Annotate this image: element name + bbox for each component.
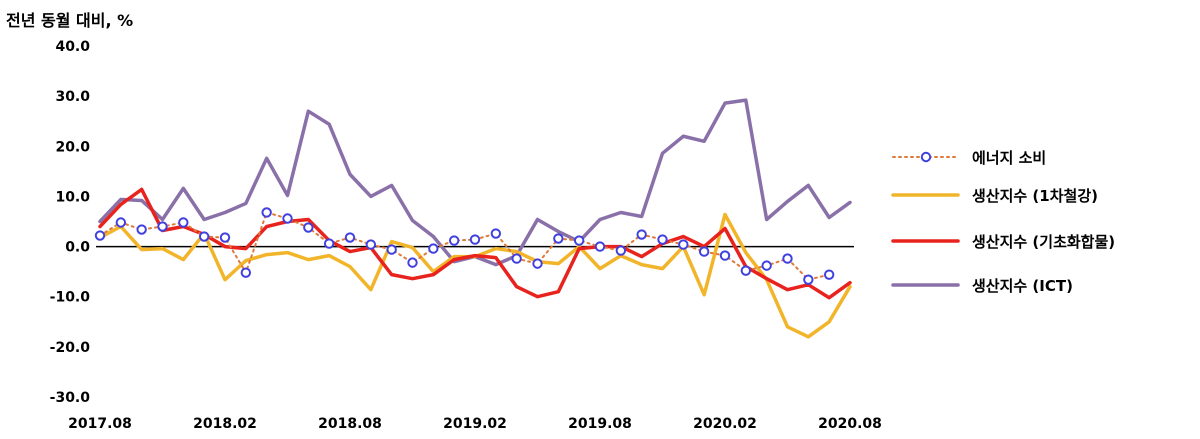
legend-label: 생산지수 (1차철강)	[972, 187, 1098, 205]
data-point-marker	[94, 230, 106, 241]
data-point-marker	[198, 231, 210, 242]
x-tick-label: 2020.02	[693, 416, 757, 432]
y-axis-ticks: 40.0 30.0 20.0 10.0 0.0 -10.0 -20.0 -30.0	[50, 39, 91, 406]
y-tick-label: 0.0	[65, 240, 90, 256]
y-tick-label: -30.0	[50, 390, 91, 406]
series-group	[94, 98, 852, 339]
data-point-marker	[678, 239, 689, 250]
x-tick-label: 2017.08	[68, 416, 132, 432]
x-axis-ticks: 2017.08 2018.02 2018.08 2019.02 2019.08 2020.…	[68, 416, 882, 432]
data-point-marker	[240, 267, 252, 278]
data-point-marker	[782, 253, 793, 264]
data-point-marker	[657, 234, 668, 245]
data-point-marker	[719, 250, 731, 261]
x-tick-label: 2019.08	[568, 416, 632, 432]
y-axis-label: 전년 동월 대비, %	[6, 11, 133, 30]
x-tick-label: 2020.08	[818, 416, 882, 432]
y-tick-label: -20.0	[50, 340, 91, 356]
data-point-marker	[469, 234, 481, 245]
data-point-marker	[178, 217, 189, 228]
data-point-marker	[803, 274, 814, 285]
data-point-marker	[323, 238, 335, 249]
legend-label: 에너지 소비	[972, 149, 1046, 167]
series-line-2	[98, 187, 852, 300]
data-point-marker	[344, 232, 356, 243]
data-point-marker	[553, 233, 564, 244]
data-point-marker	[761, 260, 772, 271]
data-point-marker	[115, 217, 127, 228]
series-line-1	[98, 212, 852, 339]
data-point-marker	[219, 232, 231, 243]
y-tick-label: 20.0	[55, 139, 90, 155]
data-point-marker	[136, 224, 147, 235]
data-point-marker	[157, 221, 168, 232]
legend-label: 생산지수 (기초화합물)	[972, 233, 1115, 251]
data-point-marker	[615, 245, 627, 256]
data-point-marker	[282, 213, 293, 224]
legend-label: 생산지수 (ICT)	[972, 277, 1073, 295]
data-point-marker	[740, 265, 752, 276]
data-point-marker	[365, 239, 377, 250]
x-tick-label: 2018.08	[318, 416, 382, 432]
y-tick-label: 10.0	[55, 189, 90, 205]
data-point-marker	[448, 235, 460, 246]
y-tick-label: 40.0	[55, 39, 90, 55]
data-point-marker	[386, 244, 397, 255]
x-tick-label: 2018.02	[193, 416, 257, 432]
x-tick-label: 2019.02	[443, 416, 507, 432]
data-point-marker	[303, 222, 314, 233]
data-point-marker	[428, 243, 439, 254]
data-point-marker	[407, 257, 418, 268]
y-tick-label: -10.0	[50, 290, 91, 306]
data-point-marker	[490, 228, 502, 239]
y-tick-label: 30.0	[55, 89, 90, 105]
data-point-marker	[532, 258, 543, 269]
data-point-marker	[573, 235, 585, 246]
legend-marker	[920, 151, 932, 163]
data-point-marker	[823, 269, 835, 280]
data-point-marker	[698, 246, 710, 257]
data-point-marker	[594, 241, 606, 252]
data-point-marker	[261, 207, 272, 218]
data-point-marker	[511, 253, 522, 264]
data-point-marker	[636, 229, 647, 240]
